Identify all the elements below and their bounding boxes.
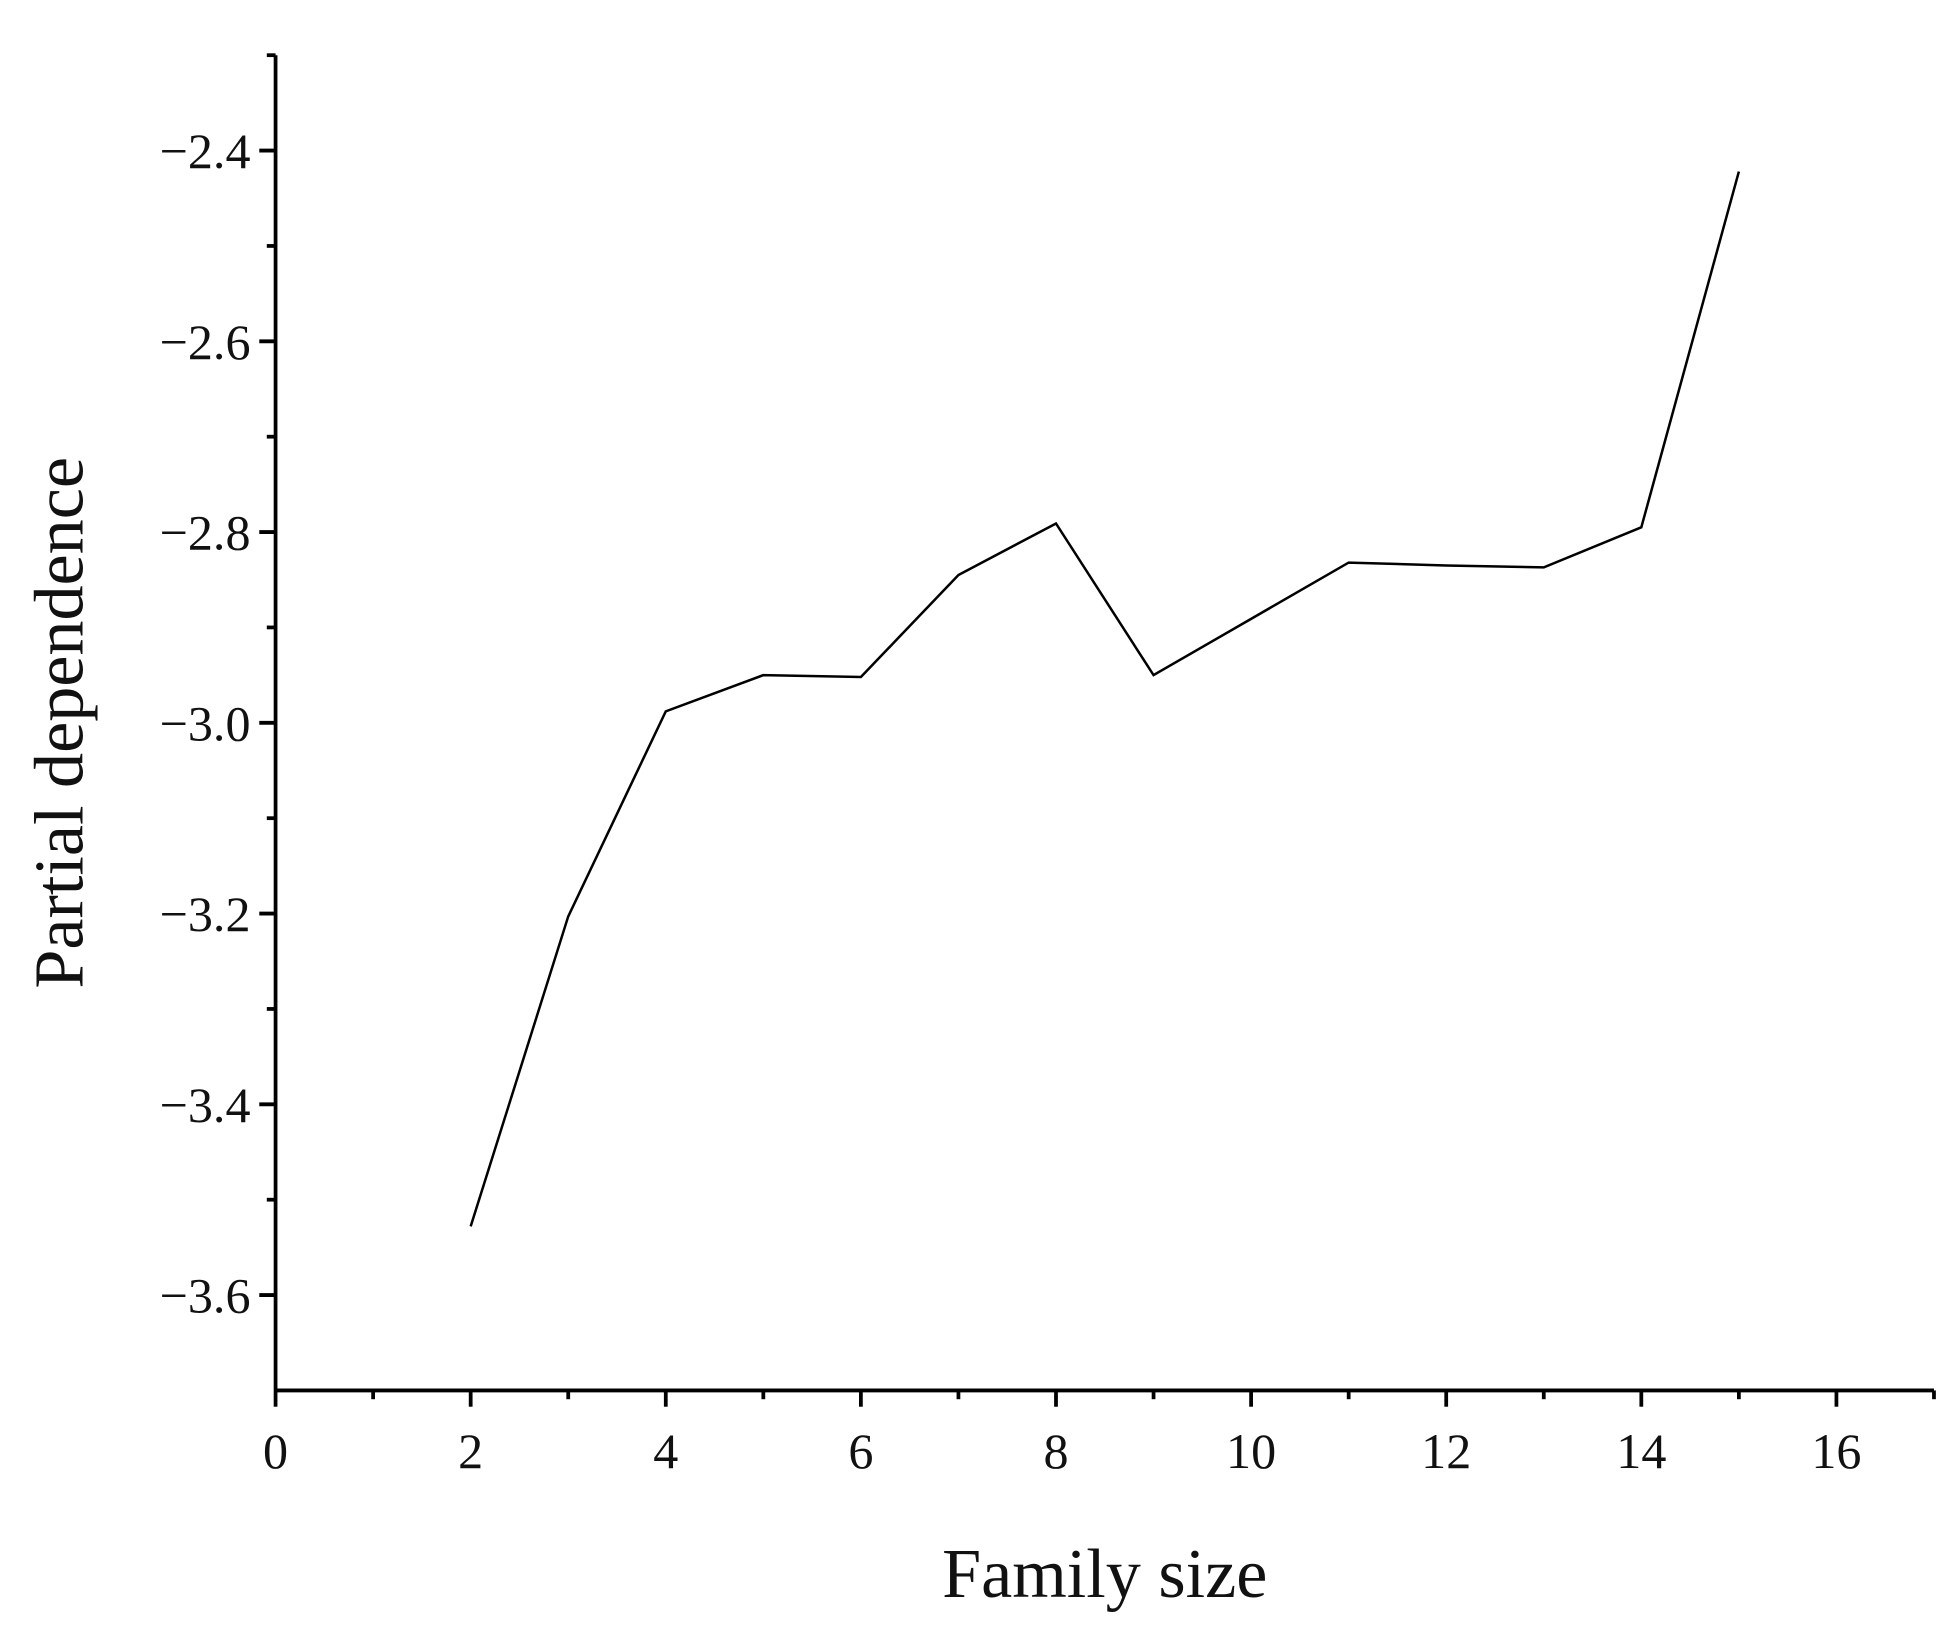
x-tick-label: 16: [1811, 1423, 1861, 1479]
x-tick-label: 6: [848, 1423, 873, 1479]
y-tick-label: −3.0: [160, 695, 251, 751]
y-tick-label: −3.6: [160, 1268, 251, 1324]
y-axis-title: Partial dependence: [21, 457, 99, 989]
x-tick-label: 10: [1226, 1423, 1276, 1479]
y-tick-label: −2.6: [160, 314, 251, 370]
y-tick-label: −2.8: [160, 505, 251, 561]
x-tick-label: 0: [263, 1423, 288, 1479]
x-tick-label: 2: [458, 1423, 483, 1479]
y-tick-label: −2.4: [160, 123, 251, 179]
x-tick-label: 8: [1043, 1423, 1068, 1479]
x-tick-label: 14: [1616, 1423, 1666, 1479]
x-tick-label: 4: [653, 1423, 678, 1479]
x-axis-title: Family size: [942, 1535, 1267, 1613]
data-line: [469, 171, 1741, 1227]
y-tick-label: −3.4: [160, 1077, 251, 1133]
x-tick-label: 12: [1421, 1423, 1471, 1479]
y-tick-label: −3.2: [160, 886, 251, 942]
